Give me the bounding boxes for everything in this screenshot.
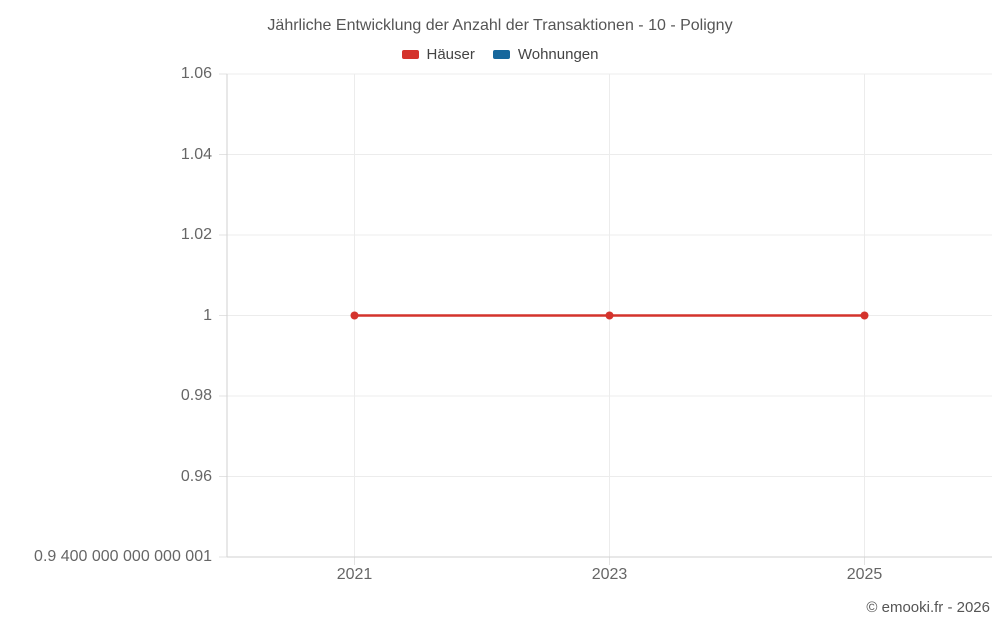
x-tick-label: 2025 — [846, 566, 883, 583]
y-tick-label: 1.04 — [180, 145, 212, 163]
y-tick-label: 0.98 — [180, 387, 212, 404]
legend-swatch-icon — [401, 50, 419, 59]
y-tick-label: 1.06 — [180, 65, 212, 82]
y-tick-label: 0.9 400 000 000 000 001 — [34, 548, 212, 565]
legend-item[interactable]: Wohnungen — [492, 46, 599, 63]
data-point[interactable] — [350, 311, 359, 320]
y-tick-label: 1.02 — [180, 226, 212, 243]
chart-title: Jährliche Entwicklung der Anzahl der Tra… — [267, 17, 733, 34]
legend-swatch-icon — [492, 50, 510, 59]
y-tick-label: 1 — [203, 306, 212, 324]
legend-label: Wohnungen — [517, 46, 599, 63]
y-axis-labels: 1.06 1.04 1.02 1 0.98 0.96 0.9 400 000 000 000… — [0, 65, 212, 565]
data-point[interactable] — [860, 311, 869, 320]
legend-label: Häuser — [426, 46, 475, 63]
copyright-footer: © emooki.fr - 2026 — [866, 599, 990, 616]
chart-svg — [219, 73, 992, 565]
x-tick-label: 2021 — [336, 566, 373, 583]
legend: Häuser Wohnungen — [0, 46, 1000, 63]
data-point[interactable] — [605, 311, 614, 320]
y-tick-label: 0.96 — [180, 467, 212, 485]
x-tick-label: 2023 — [591, 566, 628, 583]
plot-area — [219, 73, 992, 565]
legend-item[interactable]: Häuser — [401, 46, 475, 63]
x-axis-labels: 2021 2023 2025 — [227, 566, 992, 588]
